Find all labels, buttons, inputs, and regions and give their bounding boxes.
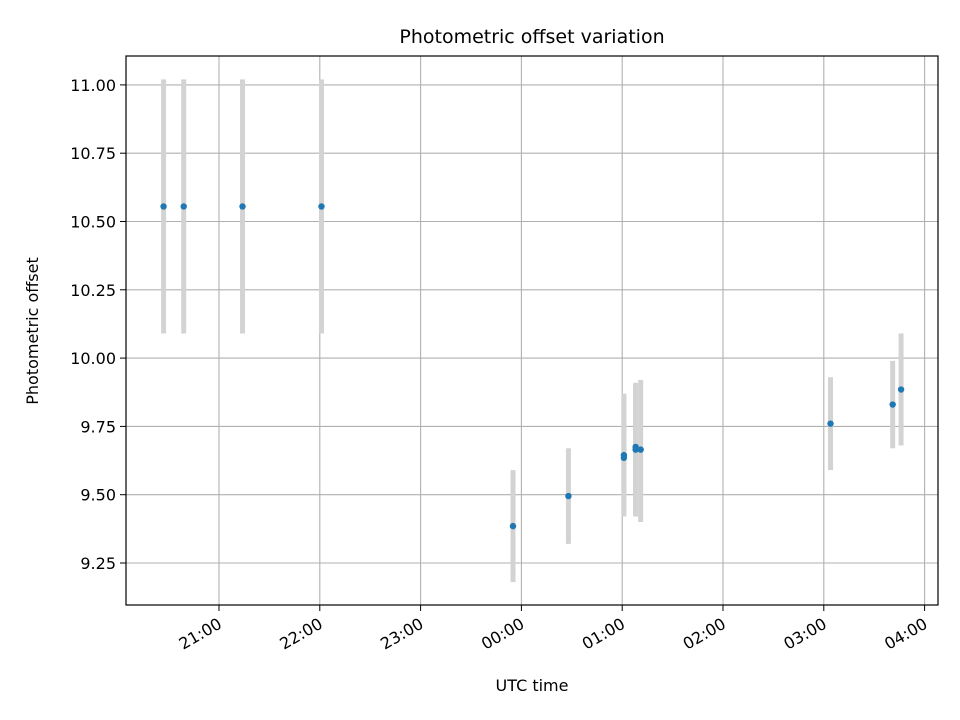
y-axis-label: Photometric offset (23, 257, 42, 405)
data-point (620, 451, 628, 459)
data-point (318, 203, 325, 210)
x-axis-label: UTC time (496, 676, 569, 695)
data-point (160, 203, 167, 210)
plot-frame (125, 55, 939, 606)
y-tick-label: 10.25 (70, 281, 116, 300)
chart-title: Photometric offset variation (399, 26, 664, 48)
data-point (565, 492, 572, 500)
data-point (889, 401, 896, 408)
data-point (509, 522, 517, 530)
y-tick-label: 9.25 (80, 554, 116, 573)
y-tick-label: 10.50 (70, 213, 116, 232)
data-point (632, 443, 639, 451)
y-tick-label: 9.75 (80, 417, 116, 436)
y-tick-label: 10.00 (70, 349, 116, 368)
y-tick-label: 10.75 (70, 144, 116, 163)
y-tick-label: 9.50 (80, 486, 116, 505)
y-tick-label: 11.00 (70, 76, 116, 95)
data-points (160, 203, 905, 530)
data-point (180, 203, 187, 210)
data-point (827, 420, 834, 427)
grid-lines (126, 56, 938, 605)
data-point (239, 203, 246, 210)
data-point (637, 446, 644, 453)
data-point (897, 386, 905, 393)
y-axis: 9.25 9.50 9.75 10.00 10.25 10.50 10.75 11.00 (70, 76, 126, 573)
